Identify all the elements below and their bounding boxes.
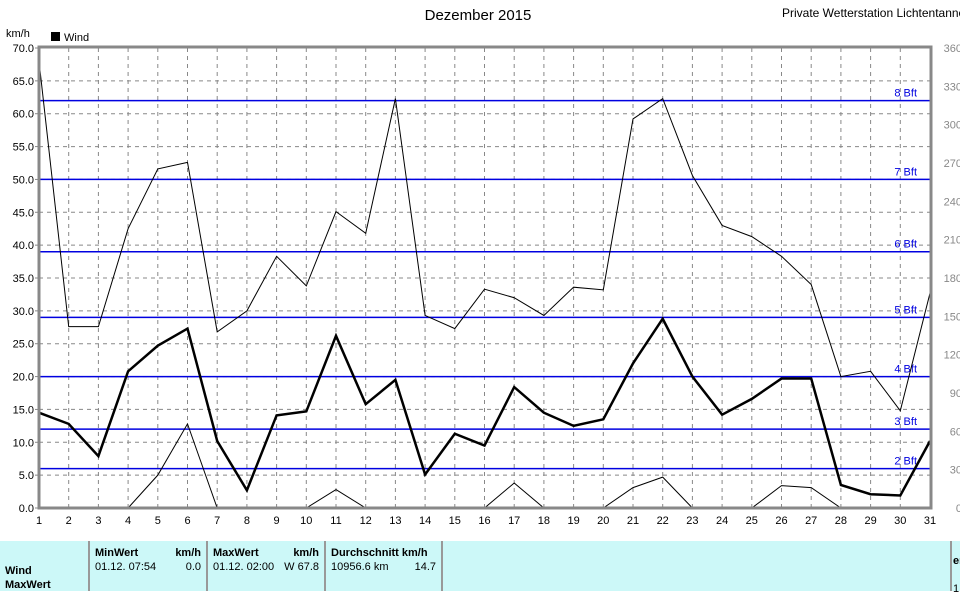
wind-chart: Dezember 2015 Private Wetterstation Lich… (0, 0, 960, 541)
x-tick-label: 4 (125, 515, 131, 527)
x-tick-label: 5 (155, 515, 161, 527)
y-tick-label: 45.0 (13, 207, 34, 219)
x-tick-label: 30 (894, 515, 906, 527)
x-tick-label: 1 (36, 515, 42, 527)
y-tick-label: 10.0 (13, 437, 34, 449)
chart-title: Dezember 2015 (425, 7, 532, 24)
x-tick-label: 15 (449, 515, 461, 527)
x-tick-label: 13 (389, 515, 401, 527)
x-tick-label: 21 (627, 515, 639, 527)
station-name: Private Wetterstation Lichtentanne ı L (782, 6, 960, 20)
legend-swatch (51, 32, 60, 41)
avg-value: 14.7 (415, 561, 436, 573)
right-tick-label: 270 (944, 158, 960, 170)
y-tick-label: 20.0 (13, 372, 34, 384)
beaufort-label: 8 Bft (894, 88, 917, 100)
right-tick-label: 360 (944, 43, 960, 55)
max-time: 01.12. 02:00 (213, 561, 274, 573)
y-tick-label: 55.0 (13, 142, 34, 154)
right-tick-label: 120 (944, 350, 960, 362)
beaufort-label: 2 Bft (894, 456, 917, 468)
y-axis-label: km/h (6, 28, 30, 40)
max-unit: km/h (293, 547, 319, 559)
x-tick-label: 24 (716, 515, 728, 527)
x-tick-label: 27 (805, 515, 817, 527)
x-tick-label: 8 (244, 515, 250, 527)
right-tick-label: 90 (950, 388, 960, 400)
x-tick-label: 14 (419, 515, 431, 527)
x-tick-label: 22 (657, 515, 669, 527)
x-tick-label: 23 (686, 515, 698, 527)
right-tick-label: 300 (944, 120, 960, 132)
x-tick-label: 19 (567, 515, 579, 527)
right-tick-label: 30 (950, 465, 960, 477)
y-tick-label: 0.0 (19, 503, 34, 515)
max-column: MaxWert km/h 01.12. 02:00 W 67.8 (208, 541, 326, 591)
min-value: 0.0 (186, 561, 201, 573)
y-tick-label: 40.0 (13, 240, 34, 252)
x-tick-label: 20 (597, 515, 609, 527)
y-tick-label: 60.0 (13, 109, 34, 121)
y-tick-label: 70.0 (13, 43, 34, 55)
min-time: 01.12. 07:54 (95, 561, 156, 573)
right-tick-label: 330 (944, 81, 960, 93)
right-tick-label: 0 (956, 503, 960, 515)
min-unit: km/h (175, 547, 201, 559)
max-header: MaxWert (213, 547, 259, 559)
y-tick-label: 5.0 (19, 470, 34, 482)
y-tick-label: 30.0 (13, 306, 34, 318)
beaufort-label: 6 Bft (894, 239, 917, 251)
right-tick-label: 240 (944, 196, 960, 208)
avg-distance: 10956.6 km (331, 561, 388, 573)
beaufort-label: 5 Bft (894, 304, 917, 316)
max-value: W 67.8 (284, 561, 319, 573)
y-tick-label: 25.0 (13, 339, 34, 351)
beaufort-label: 7 Bft (894, 166, 917, 178)
plot-frame (39, 47, 931, 508)
legend-label: Wind (64, 32, 89, 44)
x-tick-label: 7 (214, 515, 220, 527)
x-tick-label: 18 (538, 515, 550, 527)
right-tick-label: 210 (944, 235, 960, 247)
right-tick-label: 180 (944, 273, 960, 285)
x-tick-label: 17 (508, 515, 520, 527)
beaufort-label: 4 Bft (894, 364, 917, 376)
y-tick-label: 65.0 (13, 76, 34, 88)
min-column: MinWert km/h 01.12. 07:54 0.0 (90, 541, 208, 591)
x-tick-label: 25 (746, 515, 758, 527)
row-label-maxwert: MaxWert (5, 579, 83, 591)
x-tick-label: 11 (330, 515, 341, 527)
y-tick-label: 50.0 (13, 174, 34, 186)
x-tick-label: 12 (360, 515, 372, 527)
row-label-wind: Wind (5, 565, 83, 577)
min-header: MinWert (95, 547, 138, 559)
x-tick-label: 9 (274, 515, 280, 527)
x-tick-label: 26 (775, 515, 787, 527)
cut-value: 1 (953, 583, 959, 595)
x-tick-label: 6 (184, 515, 190, 527)
x-tick-label: 28 (835, 515, 847, 527)
right-tick-label: 60 (950, 426, 960, 438)
avg-header: Durchschnitt km/h (331, 547, 428, 559)
x-tick-label: 31 (924, 515, 936, 527)
y-tick-label: 15.0 (13, 404, 34, 416)
x-tick-label: 10 (300, 515, 312, 527)
x-tick-label: 16 (478, 515, 490, 527)
right-tick-label: 150 (944, 311, 960, 323)
stats-table: Wind MaxWert MinWert km/h 01.12. 07:54 0.0… (0, 541, 960, 591)
cut-header: er (953, 555, 960, 567)
x-tick-label: 29 (864, 515, 876, 527)
x-tick-label: 2 (66, 515, 72, 527)
beaufort-label: 3 Bft (894, 416, 917, 428)
x-tick-label: 3 (95, 515, 101, 527)
avg-column: Durchschnitt km/h 10956.6 km 14.7 (326, 541, 443, 591)
y-tick-label: 35.0 (13, 273, 34, 285)
